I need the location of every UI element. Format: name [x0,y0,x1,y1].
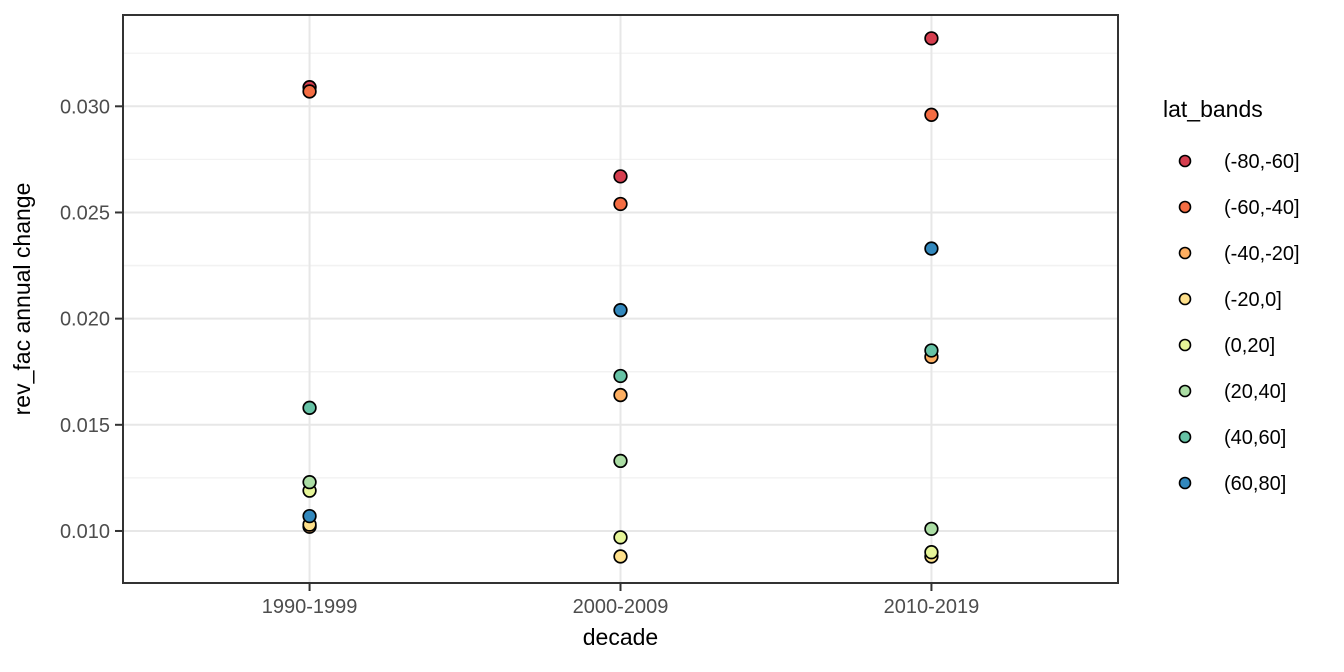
legend-label: (-20,0] [1224,289,1282,311]
data-points [302,31,939,564]
legend-key-icon [1178,384,1192,398]
data-point [613,387,628,403]
legend-key-icon [1178,200,1192,214]
legend-key-icon [1178,154,1192,168]
data-point [924,343,939,358]
y-tick-label: 0.020 [60,309,110,331]
legend-item: (40,60] [1178,427,1286,449]
data-point [302,508,317,524]
data-point [924,545,939,560]
legend-key-icon [1178,246,1192,260]
legend-title: lat_bands [1163,96,1263,122]
x-tick-label: 1990-1999 [262,596,358,618]
legend-label: (-40,-20] [1224,243,1300,265]
y-tick-label: 0.015 [60,415,110,437]
legend-item: (60,80] [1178,473,1286,495]
data-point [613,530,628,545]
data-point [613,549,628,564]
legend-item: (-80,-60] [1178,151,1300,173]
data-point [302,474,317,490]
legend: (-80,-60] (-60,-40] (-40,-20] (-20,0] (0,20]… [1178,151,1300,495]
data-point [613,169,628,184]
data-point [613,453,628,469]
legend-key-icon [1178,476,1192,490]
data-point [302,400,317,415]
data-point [302,84,317,99]
legend-label: (20,40] [1224,381,1286,403]
x-tick-label: 2010-2019 [884,596,980,618]
legend-key-icon [1178,338,1192,352]
data-point [924,107,939,122]
y-tick-label: 0.030 [60,96,110,118]
axis-tick-labels: 0.010 0.015 0.020 0.025 0.030 1990-1999 2000-2… [60,96,979,618]
legend-label: (-80,-60] [1224,151,1300,173]
legend-key-icon [1178,292,1192,306]
y-axis-title: rev_fac annual change [9,183,35,416]
legend-label: (-60,-40] [1224,197,1300,219]
legend-label: (0,20] [1224,335,1275,357]
y-tick-label: 0.025 [60,202,110,224]
x-axis-title: decade [583,624,658,650]
legend-key-icon [1178,430,1192,444]
legend-item: (-40,-20] [1178,243,1300,265]
data-point [924,521,939,537]
data-point [613,196,628,212]
axis-ticks [115,105,933,591]
data-point [613,368,628,384]
legend-item: (-20,0] [1178,289,1282,311]
legend-label: (60,80] [1224,473,1286,495]
legend-item: (20,40] [1178,381,1286,403]
legend-label: (40,60] [1224,427,1286,449]
data-point [924,241,939,256]
data-point [613,302,628,318]
x-tick-label: 2000-2009 [573,596,669,618]
data-point [924,31,939,46]
gridlines [123,15,1118,583]
legend-item: (-60,-40] [1178,197,1300,219]
y-tick-label: 0.010 [60,521,110,543]
legend-item: (0,20] [1178,335,1275,357]
